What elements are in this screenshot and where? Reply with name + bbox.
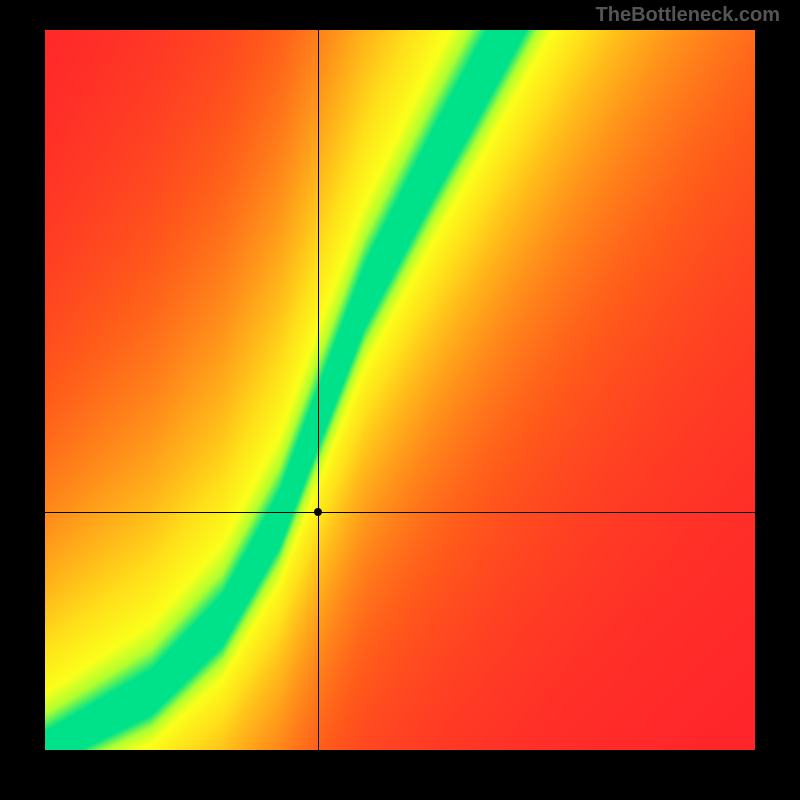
crosshair-vertical: [318, 30, 319, 750]
crosshair-horizontal: [45, 512, 755, 513]
watermark-text: TheBottleneck.com: [596, 4, 780, 27]
heatmap-canvas: [45, 30, 755, 750]
crosshair-marker: [314, 508, 322, 516]
heatmap-chart: [45, 30, 755, 750]
